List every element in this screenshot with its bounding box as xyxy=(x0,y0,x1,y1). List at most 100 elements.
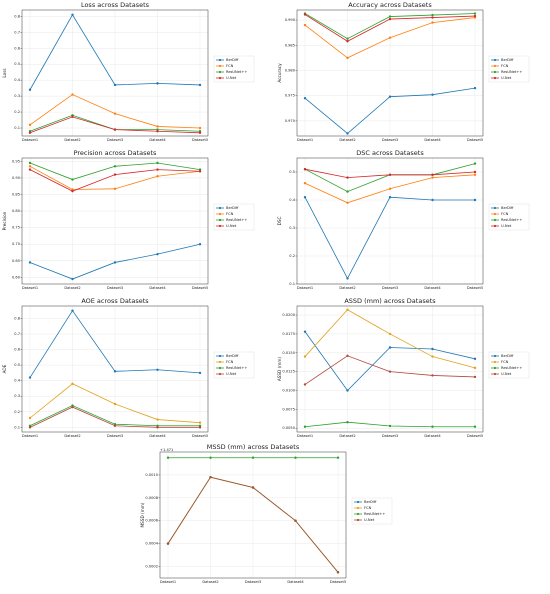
legend-marker xyxy=(218,206,222,210)
data-point xyxy=(113,261,117,264)
y-axis-label: MSSD (mm) xyxy=(140,502,145,527)
data-point xyxy=(71,309,74,312)
data-point xyxy=(71,178,74,181)
y-tick-label: 0.5 xyxy=(14,363,20,367)
y-tick-label: 0.90 xyxy=(12,176,21,180)
data-point xyxy=(346,354,349,357)
legend-marker xyxy=(218,366,222,370)
y-tick-label: 0.4 xyxy=(289,198,295,202)
legend-box xyxy=(213,55,255,83)
chart-panel: AOE across Datasets 0.1 0.2 0.3 0.4 0.5 0.6 0.7… xyxy=(2,297,255,438)
y-tick-label: 0.60 xyxy=(12,275,21,279)
data-point xyxy=(156,252,159,256)
data-point xyxy=(303,196,307,199)
legend-marker xyxy=(356,518,360,522)
x-tick-label: Dataset5 xyxy=(330,580,346,584)
x-tick-label: Dataset5 xyxy=(467,286,483,290)
legend-label: U-Net xyxy=(501,372,512,376)
data-point xyxy=(156,161,159,165)
chart-panel: Loss across Datasets 0.1 0.2 0.3 0.4 0.5 0.6 0.… xyxy=(2,1,255,142)
offset-label: +1.471 xyxy=(160,448,173,452)
data-point xyxy=(303,330,307,333)
chart-title: DSC across Datasets xyxy=(356,149,424,157)
data-point xyxy=(303,383,307,386)
data-point xyxy=(303,23,307,27)
chart-panel: Accuracy across Datasets 0.970 0.975 0.980 0… xyxy=(277,1,530,142)
legend-label: FCN xyxy=(226,64,234,68)
data-point xyxy=(28,261,32,264)
data-point xyxy=(346,277,349,280)
legend-label: U-Net xyxy=(501,76,512,80)
data-point xyxy=(473,198,477,202)
y-tick-label: 0.0150 xyxy=(282,351,295,355)
data-point xyxy=(346,37,349,40)
plot-frame xyxy=(296,305,484,433)
y-tick-label: 0.6 xyxy=(14,46,20,50)
x-tick-label: Dataset2 xyxy=(64,434,80,438)
y-tick-label: 0.0200 xyxy=(282,313,295,317)
data-point xyxy=(388,370,392,373)
y-tick-label: 0.5 xyxy=(14,62,20,66)
legend-marker xyxy=(493,64,497,68)
x-tick-label: Dataset3 xyxy=(107,286,123,290)
y-tick-label: 0.1 xyxy=(14,126,20,130)
legend-marker xyxy=(493,212,497,216)
y-tick-label: 0.7 xyxy=(14,332,20,336)
legend-label: U-Net xyxy=(364,518,375,522)
x-tick-label: Dataset1 xyxy=(22,434,38,438)
legend-marker xyxy=(218,372,222,376)
data-point xyxy=(198,243,202,246)
legend-label: FCN xyxy=(501,64,509,68)
legend-label: ResUNet++ xyxy=(226,70,247,74)
legend-label: ResUNet++ xyxy=(501,70,522,74)
legend-marker xyxy=(218,212,222,216)
data-point xyxy=(113,187,117,191)
x-tick-label: Dataset1 xyxy=(297,434,313,438)
data-point xyxy=(113,173,117,176)
y-tick-label: 0.0125 xyxy=(282,370,295,374)
legend-marker xyxy=(493,206,497,210)
data-point xyxy=(388,346,392,349)
data-point xyxy=(28,165,32,168)
data-point xyxy=(303,355,307,358)
data-point xyxy=(156,418,159,421)
data-point xyxy=(28,416,32,420)
data-point xyxy=(388,173,392,176)
legend-label: FCN xyxy=(364,506,372,510)
y-tick-label: 0.70 xyxy=(12,242,21,246)
y-tick-label: 0.0004 xyxy=(145,542,158,546)
data-point xyxy=(198,426,202,429)
y-axis-label: ASSD (mm) xyxy=(277,357,282,382)
data-point xyxy=(388,196,392,199)
x-tick-label: Dataset5 xyxy=(192,286,208,290)
legend-label: ResUNet++ xyxy=(364,512,385,516)
legend-marker xyxy=(493,76,497,80)
legend-label: BerDiff xyxy=(501,354,514,358)
data-point xyxy=(71,93,74,96)
legend-label: BerDiff xyxy=(501,58,514,62)
data-point xyxy=(71,115,74,119)
data-point xyxy=(113,165,117,168)
plot-frame xyxy=(296,9,484,137)
data-point xyxy=(28,131,32,135)
y-axis-label: Accuracy xyxy=(277,63,282,83)
data-point xyxy=(113,370,117,373)
legend-box xyxy=(351,497,393,525)
legend-box xyxy=(488,203,530,231)
y-tick-label: 0.80 xyxy=(12,209,21,213)
y-axis-label: Loss xyxy=(2,68,7,77)
data-point xyxy=(473,86,477,90)
data-point xyxy=(473,14,477,18)
data-point xyxy=(431,425,434,428)
x-tick-label: Dataset1 xyxy=(22,138,38,142)
data-point xyxy=(388,187,392,190)
y-tick-label: 0.6 xyxy=(14,348,20,352)
x-tick-label: Dataset2 xyxy=(202,580,218,584)
chart-title: ASSD (mm) across Datasets xyxy=(344,297,436,305)
data-point xyxy=(198,83,202,87)
y-tick-label: 0.0175 xyxy=(282,332,295,336)
y-axis-label: DSC xyxy=(277,217,282,226)
data-point xyxy=(28,123,32,127)
y-tick-label: 0.8 xyxy=(14,316,20,320)
y-tick-label: 0.75 xyxy=(12,226,20,230)
